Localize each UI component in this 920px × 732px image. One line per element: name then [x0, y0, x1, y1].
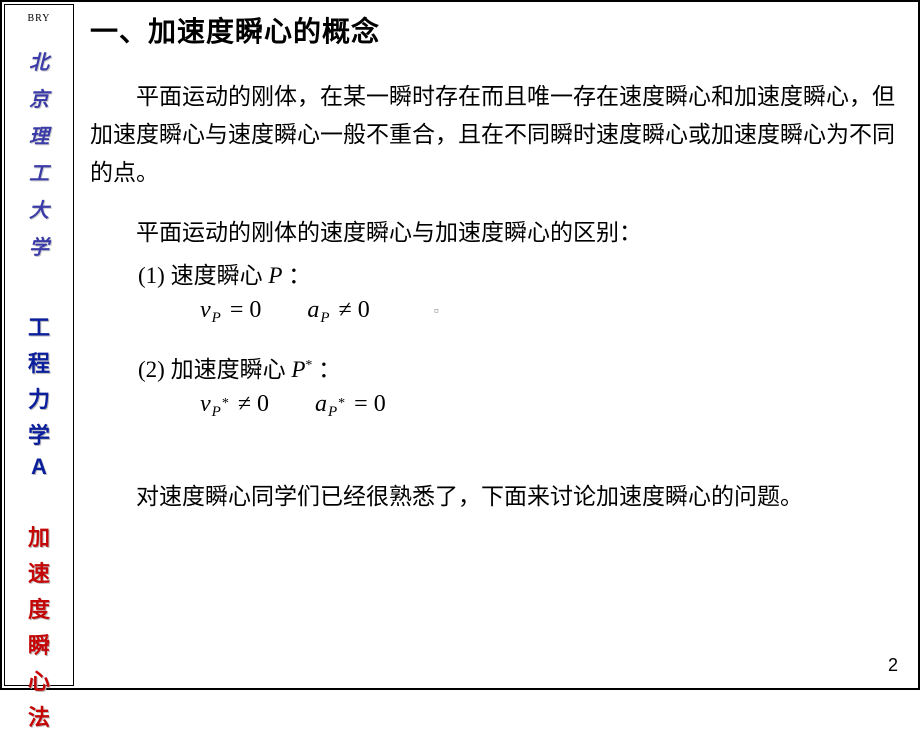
sidebar-course-char: 学 [28, 418, 50, 450]
item-2-var-p: P [291, 357, 305, 382]
paragraph-3: 对速度瞬心同学们已经很熟悉了，下面来讨论加速度瞬心的问题。 [90, 478, 900, 516]
equation-2: vP* ≠ 0 aP* = 0 [200, 391, 900, 418]
sidebar-course: 工 程 力 学 A [28, 310, 50, 480]
eq2-a-sub-star: * [338, 396, 345, 411]
sidebar-uni-char: 理 [29, 120, 49, 149]
section-heading: 一、加速度瞬心的概念 [90, 10, 900, 50]
sidebar-uni-char: 北 [29, 46, 49, 75]
sidebar-uni-char: 工 [29, 157, 49, 186]
eq2-a-sub: P* [328, 404, 345, 421]
item-1-suffix: ： [282, 263, 311, 288]
item-2-var: P* [291, 357, 312, 382]
eq1-a-sub: P [320, 310, 329, 327]
eq2-a-sub-p: P [328, 404, 337, 420]
sidebar-course-char: A [31, 454, 47, 480]
eq2-a-val: = 0 [354, 391, 386, 418]
sidebar-topic-char: 速 [28, 556, 50, 588]
paragraph-2: 平面运动的刚体的速度瞬心与加速度瞬心的区别： [90, 214, 900, 252]
eq2-v-sub-star: * [222, 396, 229, 411]
marker-dot-icon: ▫ [434, 304, 439, 320]
eq1-v-val: = 0 [230, 297, 262, 324]
sidebar-topic: 加 速 度 瞬 心 法 [28, 520, 50, 732]
sidebar-course-char: 程 [28, 346, 50, 378]
item-1-prefix: (1) 速度瞬心 [138, 263, 268, 288]
sidebar-topic-char: 度 [28, 592, 50, 624]
sidebar-topic-char: 加 [28, 520, 50, 552]
sidebar-bry-label: BRY [27, 13, 50, 24]
sidebar-uni-char: 学 [29, 231, 49, 260]
eq2-v-sub-p: P [212, 404, 221, 420]
item-2: (2) 加速度瞬心 P* ： [138, 350, 900, 389]
sidebar-topic-char: 法 [28, 700, 50, 732]
item-2-suffix: ： [312, 357, 341, 382]
eq2-v-term: vP* ≠ 0 [200, 391, 275, 418]
item-2-prefix: (2) 加速度瞬心 [138, 357, 291, 382]
sidebar-university: 北 京 理 工 大 学 [29, 46, 49, 260]
eq2-v-sub: P* [212, 404, 229, 421]
sidebar-uni-char: 京 [29, 83, 49, 112]
item-1: (1) 速度瞬心 P ： [138, 256, 900, 295]
eq2-v-val: ≠ 0 [238, 391, 269, 418]
sidebar: BRY 北 京 理 工 大 学 工 程 力 学 A 加 速 度 瞬 心 法 [4, 4, 74, 686]
eq1-v-sub: P [212, 310, 221, 327]
paragraph-1: 平面运动的刚体，在某一瞬时存在而且唯一存在速度瞬心和加速度瞬心，但加速度瞬心与速… [90, 78, 900, 192]
item-1-var: P [268, 263, 282, 288]
item-2-star: * [305, 358, 312, 373]
eq2-a-term: aP* = 0 [315, 391, 392, 418]
sidebar-uni-char: 大 [29, 194, 49, 223]
sidebar-topic-char: 心 [28, 664, 50, 696]
page-number: 2 [888, 655, 898, 676]
eq1-a-term: aP ≠ 0 [307, 297, 375, 324]
sidebar-course-char: 力 [28, 382, 50, 414]
slide-content: 一、加速度瞬心的概念 平面运动的刚体，在某一瞬时存在而且唯一存在速度瞬心和加速度… [90, 10, 900, 680]
sidebar-topic-char: 瞬 [28, 628, 50, 660]
eq1-v-term: vP = 0 [200, 297, 267, 324]
sidebar-course-char: 工 [28, 310, 50, 342]
equation-1: vP = 0 aP ≠ 0 ▫ [200, 297, 900, 324]
eq1-a-val: ≠ 0 [339, 297, 370, 324]
